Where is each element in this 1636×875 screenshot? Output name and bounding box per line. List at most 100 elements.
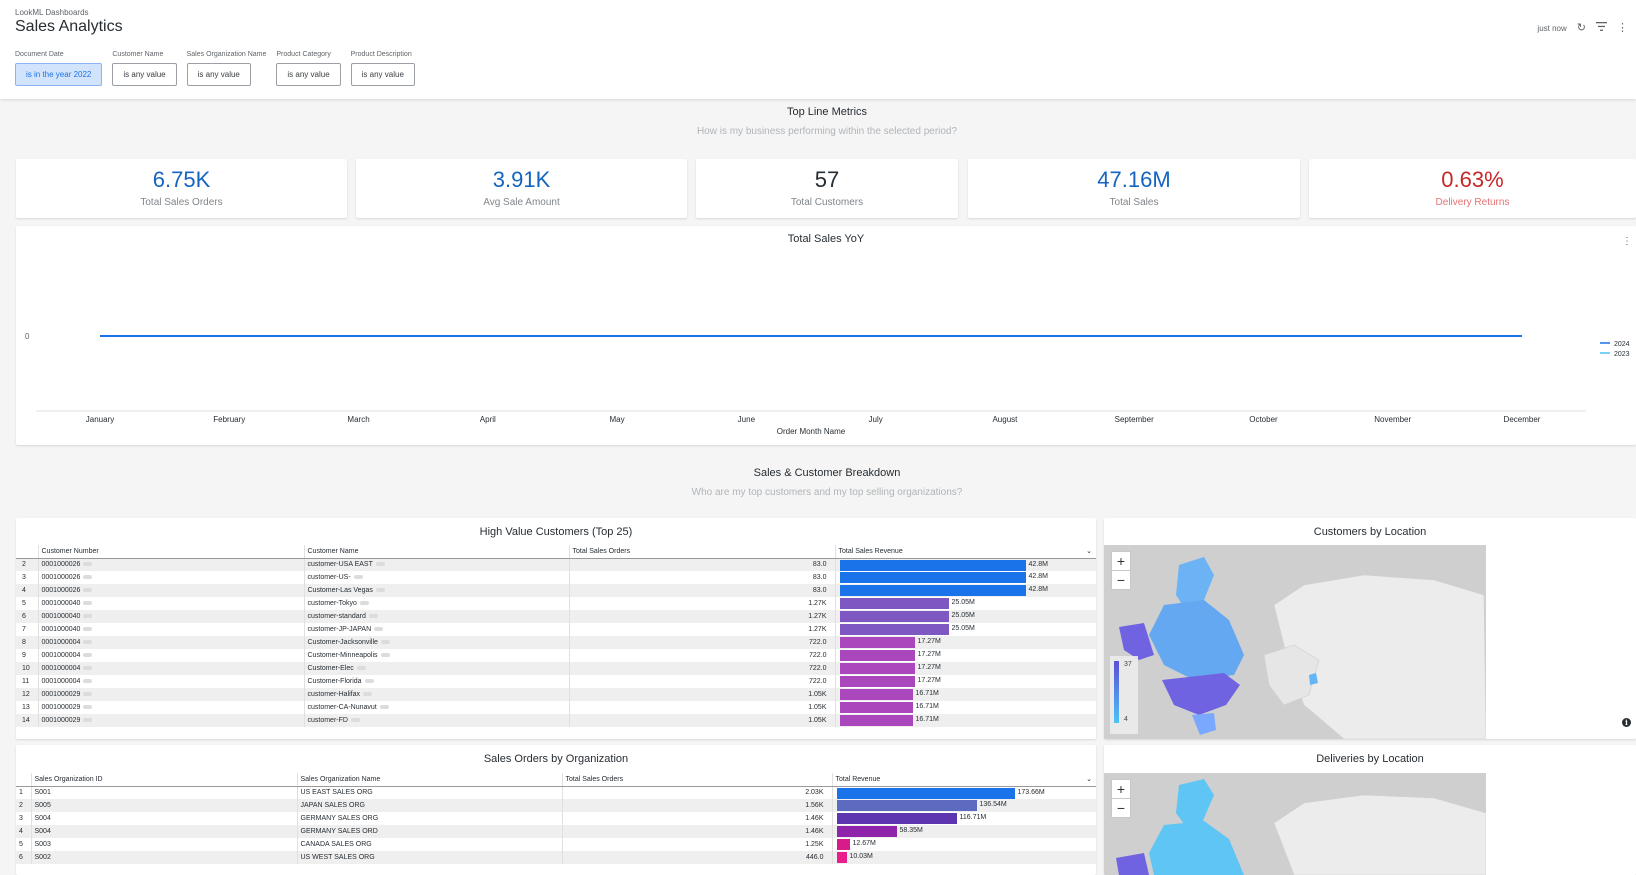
table-row[interactable]: 8 0001000004 Customer-Jacksonville 722.0 17.… <box>16 636 1096 649</box>
link-pill-icon[interactable] <box>375 588 385 593</box>
filter-value-button[interactable]: is any value <box>350 63 415 86</box>
more-vert-icon[interactable]: ⋮ <box>1617 22 1628 34</box>
customer-number-cell[interactable]: 0001000004 <box>37 675 304 688</box>
link-pill-icon[interactable] <box>380 653 390 658</box>
customer-number-cell[interactable]: 0001000004 <box>37 636 304 649</box>
more-vert-icon[interactable]: ⋮ <box>1622 236 1632 247</box>
sales-org-id-cell[interactable]: S002 <box>30 851 297 864</box>
chevron-down-icon[interactable]: ⌄ <box>1086 548 1092 555</box>
customer-name-cell[interactable]: Customer-Florida <box>303 675 569 688</box>
customer-name-cell[interactable]: customer-JP-JAPAN <box>303 623 569 636</box>
customer-number-cell[interactable]: 0001000029 <box>37 688 304 701</box>
info-icon[interactable]: i <box>1622 718 1631 727</box>
sales-org-id-cell[interactable]: S003 <box>30 838 297 851</box>
link-pill-icon[interactable] <box>83 627 93 632</box>
table-row[interactable]: 5 S003 CANADA SALES ORG 1.25K 12.67M <box>16 838 1096 851</box>
customer-name-cell[interactable]: Customer-Las Vegas <box>303 584 569 597</box>
table-row[interactable]: 9 0001000004 Customer-Minneapolis 722.0 17.2… <box>16 649 1096 662</box>
column-header[interactable]: Sales Organization ID <box>30 773 297 787</box>
link-pill-icon[interactable] <box>83 718 93 723</box>
table-row[interactable]: 2 0001000026 customer-USA EAST 83.0 42.8M <box>16 558 1096 571</box>
sales-org-name-cell[interactable]: GERMANY SALES ORG <box>296 812 562 825</box>
link-pill-icon[interactable] <box>356 666 366 671</box>
customer-name-cell[interactable]: customer-standard <box>303 610 569 623</box>
link-pill-icon[interactable] <box>379 705 389 710</box>
customer-name-cell[interactable]: customer-US- <box>303 571 569 584</box>
link-pill-icon[interactable] <box>83 588 93 593</box>
table-row[interactable]: 3 S004 GERMANY SALES ORG 1.46K 116.71M <box>16 812 1096 825</box>
link-pill-icon[interactable] <box>83 705 93 710</box>
customer-number-cell[interactable]: 0001000040 <box>37 610 304 623</box>
link-pill-icon[interactable] <box>83 562 93 567</box>
customer-name-cell[interactable]: customer-FD <box>303 714 569 727</box>
zoom-in-button[interactable]: + <box>1111 779 1131 799</box>
link-pill-icon[interactable] <box>364 679 374 684</box>
column-header[interactable]: Total Sales Revenue ⌄ <box>834 545 1096 559</box>
link-pill-icon[interactable] <box>83 575 93 580</box>
sales-org-name-cell[interactable]: JAPAN SALES ORG <box>296 799 562 812</box>
legend-label[interactable]: 2023 <box>1614 351 1630 358</box>
refresh-icon[interactable]: ↻ <box>1576 22 1586 34</box>
link-pill-icon[interactable] <box>380 640 390 645</box>
table-row[interactable]: 10 0001000004 Customer-Elec 722.0 17.27M <box>16 662 1096 675</box>
customer-number-cell[interactable]: 0001000040 <box>37 597 304 610</box>
table-row[interactable]: 5 0001000040 customer-Tokyo 1.27K 25.05M <box>16 597 1096 610</box>
link-pill-icon[interactable] <box>83 601 93 606</box>
filter-icon[interactable] <box>1596 22 1607 34</box>
customer-number-cell[interactable]: 0001000029 <box>37 714 304 727</box>
sales-org-name-cell[interactable]: US EAST SALES ORG <box>296 786 562 799</box>
customer-name-cell[interactable]: customer-Halifax <box>303 688 569 701</box>
column-header[interactable]: Sales Organization Name <box>296 773 562 787</box>
link-pill-icon[interactable] <box>368 614 378 619</box>
zoom-in-button[interactable]: + <box>1111 551 1131 571</box>
zoom-out-button[interactable]: − <box>1111 798 1131 818</box>
link-pill-icon[interactable] <box>83 666 93 671</box>
customer-name-cell[interactable]: customer-CA-Nunavut <box>303 701 569 714</box>
customer-name-cell[interactable]: customer-USA EAST <box>303 558 569 571</box>
column-header[interactable]: Customer Name <box>303 545 569 559</box>
link-pill-icon[interactable] <box>83 692 93 697</box>
table-row[interactable]: 11 0001000004 Customer-Florida 722.0 17.27M <box>16 675 1096 688</box>
link-pill-icon[interactable] <box>83 614 93 619</box>
table-row[interactable]: 6 S002 US WEST SALES ORG 446.0 10.03M <box>16 851 1096 864</box>
link-pill-icon[interactable] <box>83 653 93 658</box>
kpi-tile-avg-sale-amount[interactable]: 3.91K Avg Sale Amount <box>356 159 687 218</box>
customer-name-cell[interactable]: Customer-Elec <box>303 662 569 675</box>
table-row[interactable]: 4 S004 GERMANY SALES ORD 1.46K 58.35M <box>16 825 1096 838</box>
customer-name-cell[interactable]: Customer-Minneapolis <box>303 649 569 662</box>
customer-number-cell[interactable]: 0001000026 <box>37 584 304 597</box>
sales-org-id-cell[interactable]: S005 <box>30 799 297 812</box>
column-header[interactable]: Customer Number <box>37 545 304 559</box>
table-row[interactable]: 7 0001000040 customer-JP-JAPAN 1.27K 25.05M <box>16 623 1096 636</box>
column-header[interactable]: Total Sales Orders <box>561 773 832 787</box>
customers-map[interactable]: + − 37 4 <box>1104 545 1486 739</box>
table-row[interactable]: 1 S001 US EAST SALES ORG 2.03K 173.66M <box>16 786 1096 799</box>
customer-number-cell[interactable]: 0001000026 <box>37 571 304 584</box>
table-row[interactable]: 2 S005 JAPAN SALES ORG 1.56K 136.54M <box>16 799 1096 812</box>
deliveries-map[interactable]: + − <box>1104 773 1486 875</box>
sales-org-name-cell[interactable]: US WEST SALES ORG <box>296 851 562 864</box>
link-pill-icon[interactable] <box>363 692 373 697</box>
chevron-down-icon[interactable]: ⌄ <box>1086 776 1092 783</box>
legend-label[interactable]: 2024 <box>1614 341 1630 348</box>
customer-name-cell[interactable]: customer-Tokyo <box>303 597 569 610</box>
filter-value-button[interactable]: is any value <box>112 63 177 86</box>
link-pill-icon[interactable] <box>353 575 363 580</box>
kpi-tile-delivery-returns[interactable]: 0.63% Delivery Returns <box>1309 159 1636 218</box>
column-header[interactable]: Total Sales Orders <box>568 545 835 559</box>
link-pill-icon[interactable] <box>350 718 360 723</box>
column-header[interactable]: Total Revenue ⌄ <box>831 773 1096 787</box>
customer-number-cell[interactable]: 0001000004 <box>37 649 304 662</box>
link-pill-icon[interactable] <box>83 679 93 684</box>
sales-org-name-cell[interactable]: CANADA SALES ORG <box>296 838 562 851</box>
table-row[interactable]: 3 0001000026 customer-US- 83.0 42.8M <box>16 571 1096 584</box>
filter-value-button[interactable]: is in the year 2022 <box>15 63 103 86</box>
sales-org-id-cell[interactable]: S001 <box>30 786 297 799</box>
customer-number-cell[interactable]: 0001000004 <box>37 662 304 675</box>
table-row[interactable]: 12 0001000029 customer-Halifax 1.05K 16.71M <box>16 688 1096 701</box>
table-row[interactable]: 6 0001000040 customer-standard 1.27K 25.05M <box>16 610 1096 623</box>
sales-org-name-cell[interactable]: GERMANY SALES ORD <box>296 825 562 838</box>
sales-org-id-cell[interactable]: S004 <box>30 812 297 825</box>
zoom-out-button[interactable]: − <box>1111 570 1131 590</box>
customer-name-cell[interactable]: Customer-Jacksonville <box>303 636 569 649</box>
